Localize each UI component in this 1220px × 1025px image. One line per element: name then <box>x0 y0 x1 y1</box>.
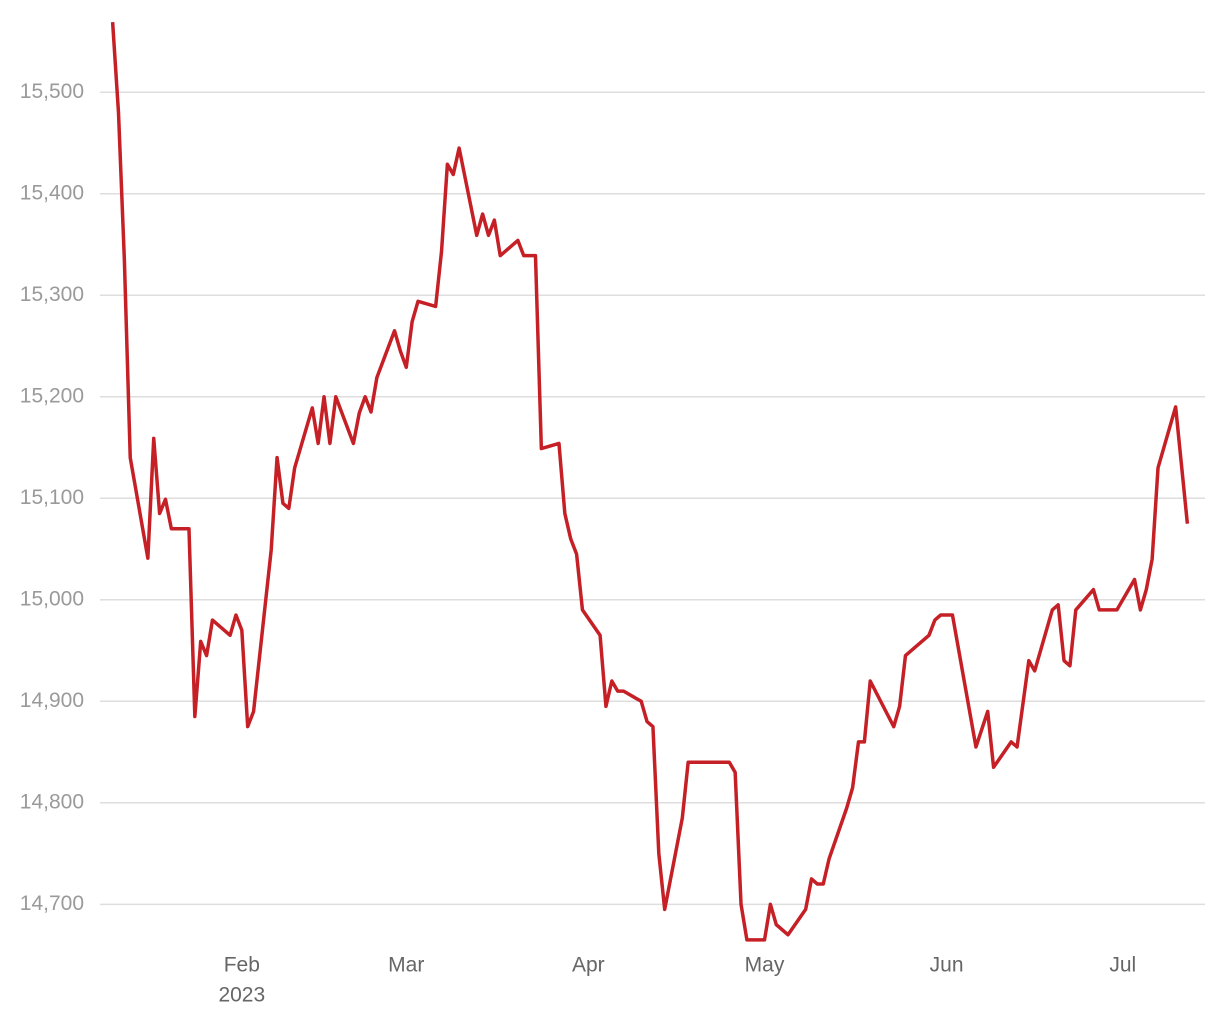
y-tick-label: 15,000 <box>20 587 84 610</box>
x-tick-label: Mar <box>388 954 424 977</box>
x-tick-label: Apr <box>572 954 605 977</box>
y-tick-label: 15,100 <box>20 486 84 509</box>
y-tick-label: 15,200 <box>20 384 84 407</box>
y-tick-label: 14,700 <box>20 892 84 915</box>
y-tick-label: 15,500 <box>20 80 84 103</box>
x-tick-label: Feb <box>224 954 260 977</box>
line <box>110 22 1190 942</box>
y-tick-label: 14,900 <box>20 689 84 712</box>
x-year-label: 2023 <box>218 984 265 1007</box>
y-tick-label: 15,400 <box>20 181 84 204</box>
x-tick-label: Jul <box>1109 954 1136 977</box>
y-tick-label: 15,300 <box>20 283 84 306</box>
x-tick-label: Jun <box>930 954 964 977</box>
x-tick-label: May <box>745 954 785 977</box>
y-tick-label: 14,800 <box>20 790 84 813</box>
